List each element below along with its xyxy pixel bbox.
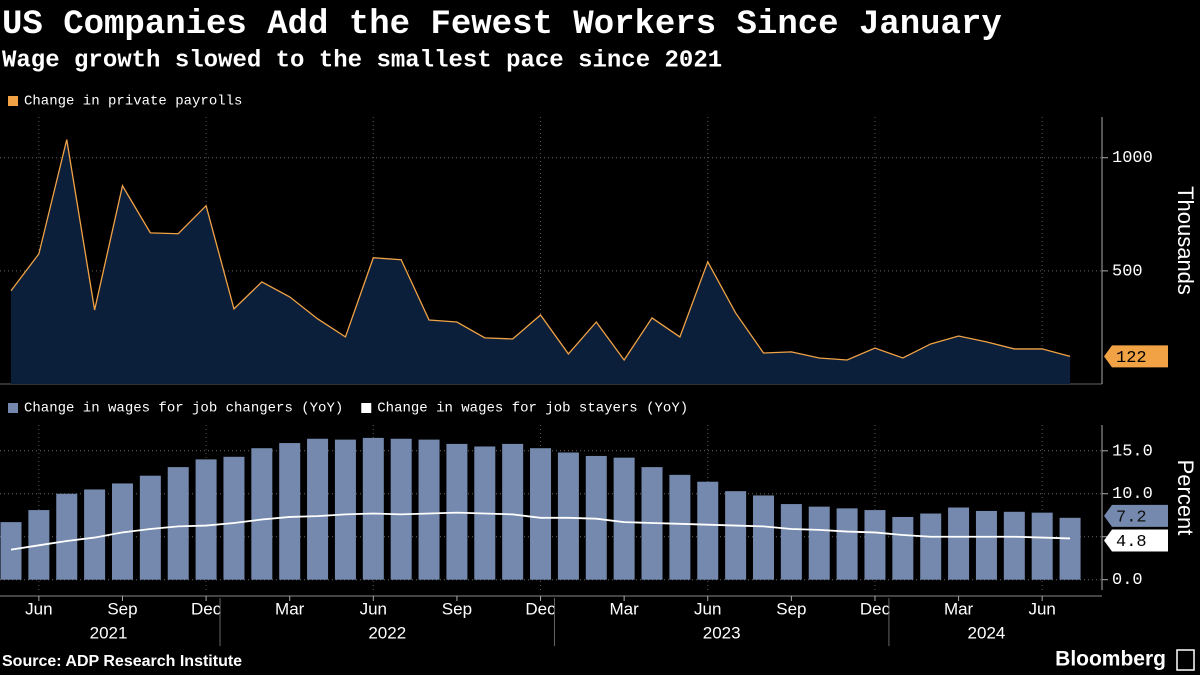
bar xyxy=(139,475,161,580)
x-tick-label: Dec xyxy=(860,599,891,618)
bar xyxy=(195,459,217,580)
bar xyxy=(1059,517,1081,580)
x-tick-label: Jun xyxy=(1028,599,1055,618)
bar xyxy=(725,491,747,580)
bar xyxy=(1031,512,1053,580)
bar xyxy=(334,439,356,580)
x-tick-label: Sep xyxy=(107,599,137,618)
x-tick-label: Sep xyxy=(776,599,806,618)
x-year-label: 2021 xyxy=(90,623,128,642)
line xyxy=(10,511,1071,551)
value-tag-box xyxy=(1104,529,1168,552)
bar xyxy=(56,493,78,580)
legend-label: Change in wages for job changers (YoY) xyxy=(24,401,343,417)
x-year-label: 2022 xyxy=(368,623,406,642)
bar xyxy=(669,474,691,580)
bar xyxy=(697,481,719,580)
value-tag-label: 4.8 xyxy=(1116,533,1147,552)
bar xyxy=(613,457,635,580)
chart-subtitle: Wage growth slowed to the smallest pace … xyxy=(2,47,722,74)
bar xyxy=(0,522,22,580)
x-tick-label: Jun xyxy=(360,599,387,618)
legend-label: Change in wages for job stayers (YoY) xyxy=(377,401,688,417)
bar xyxy=(502,443,524,580)
x-tick-label: Dec xyxy=(191,599,222,618)
value-tag-label: 122 xyxy=(1116,349,1147,368)
bar xyxy=(920,513,942,580)
bar xyxy=(780,504,802,580)
bar xyxy=(948,507,970,580)
x-tick-label: Mar xyxy=(609,599,639,618)
x-year-label: 2024 xyxy=(968,623,1006,642)
legend-swatch xyxy=(361,403,372,413)
brand: Bloomberg xyxy=(1055,648,1166,671)
legend-swatch xyxy=(8,403,18,413)
y-tick-label: 10.0 xyxy=(1112,485,1153,504)
bar xyxy=(808,506,830,580)
x-tick-label: Jun xyxy=(25,599,52,618)
x-tick-label: Mar xyxy=(944,599,974,618)
y-tick-label: 0.0 xyxy=(1112,571,1143,590)
legend-label: Change in private payrolls xyxy=(24,94,242,110)
brand-logo xyxy=(1176,649,1195,671)
bar xyxy=(362,437,384,580)
x-tick-label: Dec xyxy=(525,599,556,618)
bar xyxy=(279,443,301,580)
x-tick-label: Mar xyxy=(275,599,305,618)
bar xyxy=(975,510,997,580)
value-tag-label: 7.2 xyxy=(1116,508,1147,527)
y-tick-label: 500 xyxy=(1112,262,1143,281)
bar xyxy=(752,495,774,580)
chart-title: US Companies Add the Fewest Workers Sinc… xyxy=(2,6,1002,44)
y-axis-title: Percent xyxy=(1173,460,1198,536)
bar xyxy=(307,438,329,580)
bar xyxy=(530,448,552,580)
bar xyxy=(84,489,106,580)
value-tag-box xyxy=(1104,345,1168,368)
x-tick-label: Jun xyxy=(694,599,721,618)
bar xyxy=(167,467,189,580)
bar xyxy=(418,439,440,580)
area xyxy=(11,139,1071,384)
bar xyxy=(1003,511,1025,580)
x-tick-label: Sep xyxy=(442,599,472,618)
bar xyxy=(892,516,914,580)
bar xyxy=(223,456,245,580)
source: Source: ADP Research Institute xyxy=(2,653,242,670)
bar xyxy=(251,448,273,580)
bar xyxy=(557,452,579,580)
bar xyxy=(836,508,858,580)
bar xyxy=(390,438,412,580)
bar xyxy=(864,510,886,580)
y-tick-label: 1000 xyxy=(1112,149,1153,168)
y-axis-title: Thousands xyxy=(1173,186,1198,295)
line xyxy=(10,139,1071,362)
legend-swatch xyxy=(8,96,18,106)
y-tick-label: 15.0 xyxy=(1112,442,1153,461)
x-year-label: 2023 xyxy=(703,623,741,642)
value-tag-box xyxy=(1104,504,1168,527)
